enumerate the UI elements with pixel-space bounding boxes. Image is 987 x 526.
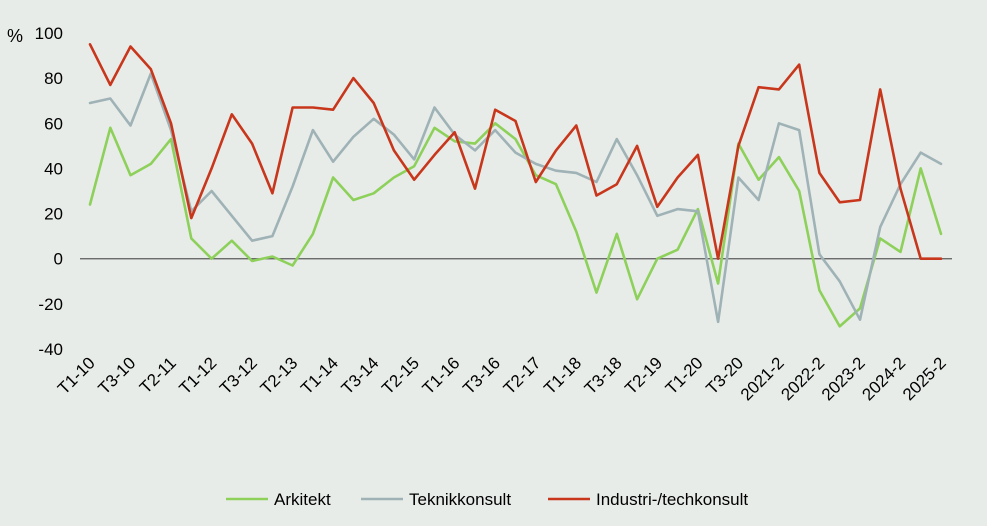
x-tick-label: T1-16 xyxy=(419,353,464,398)
y-tick-label: 20 xyxy=(44,205,63,224)
x-tick-label: 2024-2 xyxy=(858,353,909,404)
legend-label: Arkitekt xyxy=(274,490,331,509)
series-line-2 xyxy=(88,72,943,324)
x-tick-label: T2-15 xyxy=(378,353,423,398)
x-tick-label: T1-20 xyxy=(662,353,707,398)
x-tick-label: 2022-2 xyxy=(777,353,828,404)
y-tick-label: -40 xyxy=(38,340,63,359)
x-tick-label: 2025-2 xyxy=(899,353,950,404)
x-tick-label: T2-11 xyxy=(136,353,180,397)
x-tick-label: T2-13 xyxy=(257,353,302,398)
series-line-1 xyxy=(88,122,943,328)
x-tick-label: T1-14 xyxy=(297,353,342,398)
y-axis-unit-label: % xyxy=(7,26,23,46)
series-line-3 xyxy=(88,42,943,261)
legend-label: Teknikkonsult xyxy=(409,490,511,509)
y-tick-label: -20 xyxy=(38,295,63,314)
x-tick-label: T1-12 xyxy=(176,353,221,398)
x-tick-label: T3-12 xyxy=(216,353,261,398)
x-tick-label: T3-16 xyxy=(459,353,504,398)
legend: Arkitekt Teknikkonsult Industri-/techkonsu… xyxy=(226,490,748,509)
y-tick-label: 0 xyxy=(54,250,63,269)
x-tick-label: T1-18 xyxy=(540,353,585,398)
legend-label: Industri-/techkonsult xyxy=(596,490,748,509)
x-tick-label: T3-14 xyxy=(338,353,383,398)
series-lines xyxy=(88,42,943,328)
y-tick-label: 40 xyxy=(44,159,63,178)
x-tick-label: T1-10 xyxy=(54,353,99,398)
y-tick-label: 80 xyxy=(44,69,63,88)
x-tick-label: T3-10 xyxy=(95,353,140,398)
x-axis-tick-labels: T1-10T3-10T2-11T1-12T3-12T2-13T1-14T3-14… xyxy=(54,353,950,404)
x-tick-label: T3-18 xyxy=(581,353,626,398)
y-tick-label: 100 xyxy=(35,24,63,43)
x-tick-label: 2021-2 xyxy=(737,353,788,404)
x-tick-label: T2-19 xyxy=(621,353,666,398)
x-tick-label: 2023-2 xyxy=(818,353,869,404)
x-tick-label: T2-17 xyxy=(500,353,545,398)
y-tick-label: 60 xyxy=(44,114,63,133)
y-axis-ticks: 100 80 60 40 20 0 -20 -40 xyxy=(35,24,63,359)
